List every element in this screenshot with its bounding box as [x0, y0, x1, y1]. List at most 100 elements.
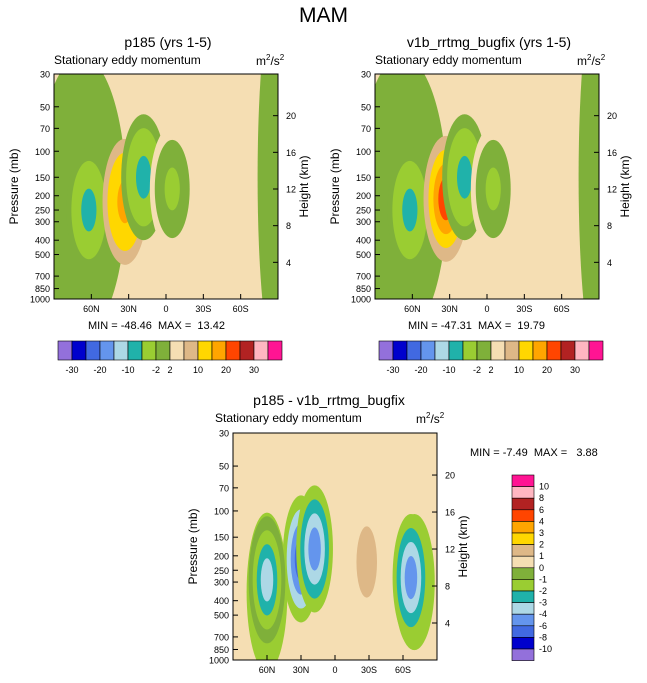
colorbar-box [169, 340, 185, 361]
panel2-xtick-label: 60N [404, 304, 421, 314]
colorbar-box [225, 340, 241, 361]
colorbar-box [504, 340, 520, 361]
panel2-feature-3-level-3 [485, 167, 501, 211]
colorbar-box [71, 340, 87, 361]
panel1-ytick-label: 200 [35, 191, 50, 201]
panel2-title: v1b_rrtmg_bugfix (yrs 1-5) [406, 34, 572, 50]
colorbar-box [239, 340, 255, 361]
colorbar-box [113, 340, 129, 361]
colorbar-box [420, 340, 436, 361]
colorbar-label: 20 [221, 365, 231, 375]
panel1-units: m2/s2 [256, 53, 285, 68]
panel3-xtick-label: 60S [395, 665, 411, 675]
panel1-ytick-label: 500 [35, 250, 50, 260]
colorbar-box [85, 340, 101, 361]
colorbar-box [197, 340, 213, 361]
colorbar-box [378, 340, 394, 361]
colorbar-box [511, 521, 535, 534]
colorbar-box [560, 340, 576, 361]
colorbar-label: 0 [539, 563, 544, 573]
colorbar-box [57, 340, 73, 361]
colorbar-label: 20 [542, 365, 552, 375]
panel3-y2tick-label: 20 [445, 471, 455, 481]
colorbar-top-2: -30 -20 -10 -2 2 10 20 30 [378, 340, 604, 375]
panel2-xtick-label: 0 [484, 304, 489, 314]
colorbar-label: 10 [514, 365, 524, 375]
panel2-ytick-label: 100 [356, 147, 371, 157]
colorbar-box [511, 567, 535, 580]
panel2-ytick-label: 30 [361, 70, 371, 80]
colorbar-box [141, 340, 157, 361]
colorbar-label: 10 [539, 482, 549, 492]
colorbar-box [476, 340, 492, 361]
colorbar-label: -3 [539, 598, 547, 608]
panel3-y2tick-label: 16 [445, 508, 455, 518]
panel1-xtick-label: 60N [83, 304, 100, 314]
panel2-xtick-label: 30N [441, 304, 458, 314]
panel3-field [233, 433, 437, 660]
panel3-ytick-label: 1000 [209, 656, 229, 666]
panel1-ytick-label: 150 [35, 173, 50, 183]
panel2-feature-0-level-3 [402, 188, 418, 232]
panel2-ytick-label: 1000 [351, 295, 371, 305]
panel1-stats: MIN = -48.46 MAX = 13.42 [88, 320, 225, 332]
colorbar-box [511, 625, 535, 638]
panel3-stats: MIN = -7.49 MAX = 3.88 [470, 447, 598, 459]
colorbar-box [511, 590, 535, 603]
panel3-feature-3-level-3 [360, 540, 373, 584]
panel1-y2tick-label: 12 [286, 185, 296, 195]
panel1-sh-edge [257, 74, 278, 299]
panel3-units: m2/s2 [416, 411, 445, 426]
colorbar-box [511, 648, 535, 661]
panel1-ytick-label: 300 [35, 217, 50, 227]
panel3-title: p185 - v1b_rrtmg_bugfix [253, 392, 405, 408]
colorbar-box [99, 340, 115, 361]
panel2-sh-edge [578, 74, 599, 299]
colorbar-label: -10 [539, 644, 552, 654]
colorbar-label: 30 [570, 365, 580, 375]
panel2-y2tick-label: 4 [607, 258, 612, 268]
panel3-feature-1-level-3 [308, 527, 321, 571]
panel2-ytick-label: 70 [361, 124, 371, 134]
panel1-xtick-label: 30N [120, 304, 137, 314]
colorbar-box [511, 613, 535, 627]
colorbar-box [267, 340, 283, 361]
colorbar-label: 30 [249, 365, 259, 375]
colorbar-label: 10 [193, 365, 203, 375]
colorbar-label: -10 [442, 365, 455, 375]
panel3-ytick-label: 50 [219, 462, 229, 472]
panel2-ytick-label: 150 [356, 173, 371, 183]
colorbar-label: -6 [539, 621, 547, 631]
colorbar-label: -1 [539, 574, 547, 584]
colorbar-label: -10 [121, 365, 134, 375]
panel2-field [375, 74, 599, 299]
panel1-y2tick-label: 16 [286, 148, 296, 158]
panel3-xtick-label: 0 [332, 665, 337, 675]
panel3-xtick-label: 60N [259, 665, 276, 675]
panel2-ytick-label: 300 [356, 217, 371, 227]
panel1-feature-2-level-3 [135, 155, 152, 199]
panel2-ytick-label: 850 [356, 284, 371, 294]
panel1-ytick-label: 30 [40, 70, 50, 80]
panel1-subtitle: Stationary eddy momentum [54, 53, 201, 67]
colorbar-label: -2 [473, 365, 481, 375]
colorbar-box [546, 340, 562, 361]
colorbar-label: -20 [414, 365, 427, 375]
panel2-xtick-label: 30S [516, 304, 532, 314]
panel1-ytick-label: 250 [35, 206, 50, 216]
panel2-y2tick-label: 16 [607, 148, 617, 158]
colorbar-top-1: -30 -20 -10 -2 2 10 20 30 [57, 340, 283, 375]
panel1-ytick-label: 400 [35, 236, 50, 246]
colorbar-label: 1 [539, 551, 544, 561]
panel3-ytick-label: 200 [214, 551, 229, 561]
colorbar-label: -30 [386, 365, 399, 375]
colorbar-label: 6 [539, 505, 544, 515]
panel3-y2tick-label: 12 [445, 545, 455, 555]
colorbar-box [211, 340, 227, 361]
panel2-ytick-label: 700 [356, 272, 371, 282]
panel3-ytick-label: 70 [219, 483, 229, 493]
panel2-ytick-label: 50 [361, 102, 371, 112]
panel1-ytick-label: 700 [35, 272, 50, 282]
panel3-y2tick-label: 4 [445, 619, 450, 629]
